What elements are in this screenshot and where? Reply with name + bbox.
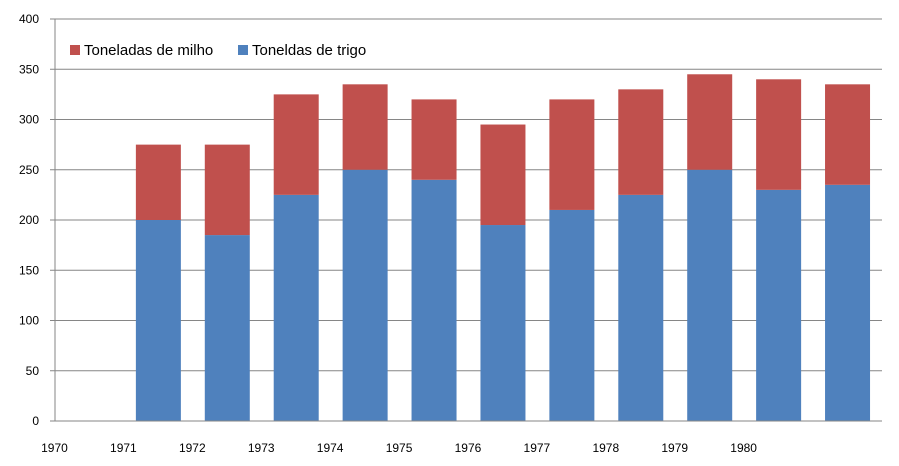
bar-toneldas-de-trigo	[273, 194, 319, 421]
bar-toneladas-de-milho	[687, 74, 733, 170]
legend-label: Toneldas de trigo	[252, 42, 366, 59]
bar-toneladas-de-milho	[411, 99, 457, 180]
x-tick-label: 1975	[386, 441, 413, 455]
bar-toneladas-de-milho	[825, 84, 871, 185]
x-tick-label: 1974	[317, 441, 344, 455]
bar-toneldas-de-trigo	[411, 179, 457, 421]
axes: 0 50 100 150 200 250 300 350 400 1970 1971 1972 1973…	[19, 12, 882, 455]
legend-swatch	[238, 45, 248, 55]
x-tick-label: 1978	[592, 441, 619, 455]
x-tick-label: 1977	[524, 441, 551, 455]
bar-toneladas-de-milho	[135, 144, 181, 220]
bar-toneldas-de-trigo	[480, 225, 526, 421]
x-tick-label: 1973	[248, 441, 275, 455]
x-tick-label: 1979	[661, 441, 688, 455]
x-tick-label: 1970	[41, 441, 68, 455]
y-tick-label: 350	[19, 62, 39, 76]
x-tick-label: 1971	[110, 441, 137, 455]
x-tick-label: 1972	[179, 441, 206, 455]
x-tick-label: 1976	[455, 441, 482, 455]
bar-toneldas-de-trigo	[135, 220, 181, 421]
y-tick-label: 0	[32, 414, 39, 428]
y-tick-label: 50	[26, 364, 40, 378]
bar-toneldas-de-trigo	[687, 169, 733, 421]
y-tick-label: 100	[19, 314, 39, 328]
x-tick-label: 1980	[730, 441, 757, 455]
legend-swatch	[70, 45, 80, 55]
y-tick-label: 200	[19, 213, 39, 227]
bar-toneladas-de-milho	[618, 89, 664, 195]
y-tick-label: 300	[19, 113, 39, 127]
bar-toneladas-de-milho	[342, 84, 388, 170]
y-tick-label: 400	[19, 12, 39, 26]
bar-toneldas-de-trigo	[618, 194, 664, 421]
bar-toneladas-de-milho	[273, 94, 319, 195]
bar-toneladas-de-milho	[204, 144, 250, 236]
bar-toneldas-de-trigo	[342, 169, 388, 421]
bars	[135, 74, 871, 421]
bar-toneladas-de-milho	[549, 99, 595, 210]
y-tick-label: 250	[19, 163, 39, 177]
y-tick-label: 150	[19, 263, 39, 277]
legend-label: Toneladas de milho	[84, 42, 213, 59]
bar-toneldas-de-trigo	[549, 209, 595, 421]
gridlines	[55, 18, 882, 372]
bar-toneladas-de-milho	[756, 79, 802, 190]
bar-toneldas-de-trigo	[204, 235, 250, 421]
legend: Toneladas de milho Toneldas de trigo	[70, 42, 366, 59]
bar-toneldas-de-trigo	[756, 189, 802, 421]
bar-toneldas-de-trigo	[825, 184, 871, 421]
bar-toneladas-de-milho	[480, 124, 526, 226]
